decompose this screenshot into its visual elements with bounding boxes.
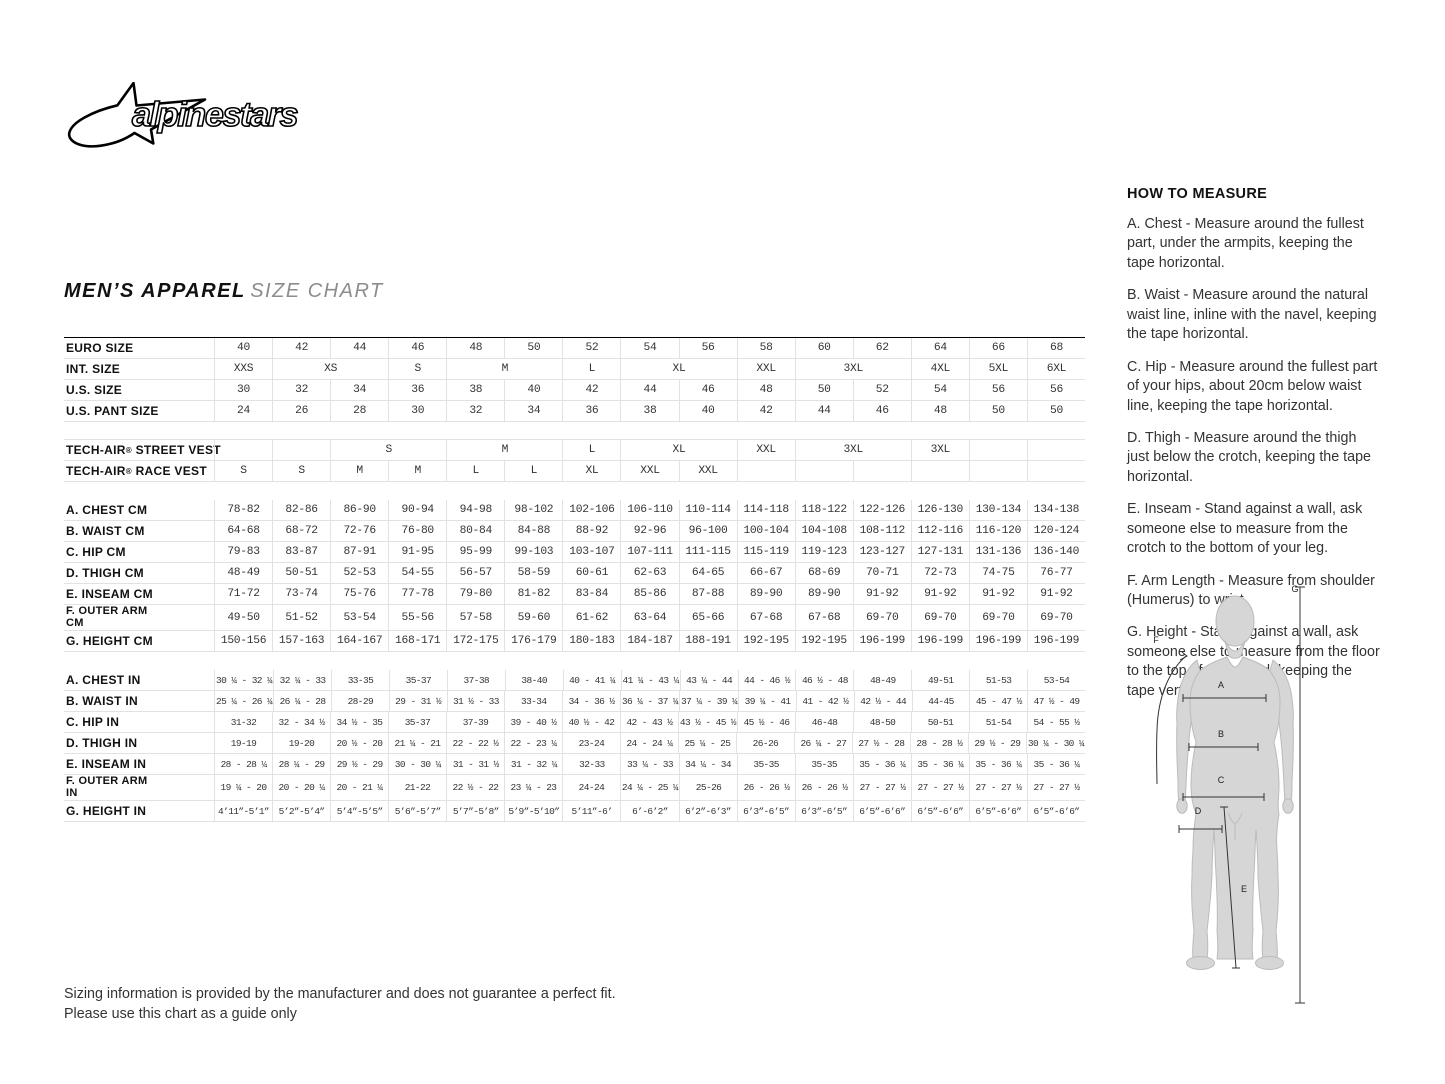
svg-text:A: A xyxy=(1218,680,1224,690)
svg-text:F: F xyxy=(1153,635,1159,645)
svg-text:D: D xyxy=(1195,806,1202,816)
svg-text:G: G xyxy=(1291,584,1298,594)
svg-text:C: C xyxy=(1218,775,1225,785)
svg-text:E: E xyxy=(1241,884,1247,894)
svg-text:B: B xyxy=(1218,729,1224,739)
